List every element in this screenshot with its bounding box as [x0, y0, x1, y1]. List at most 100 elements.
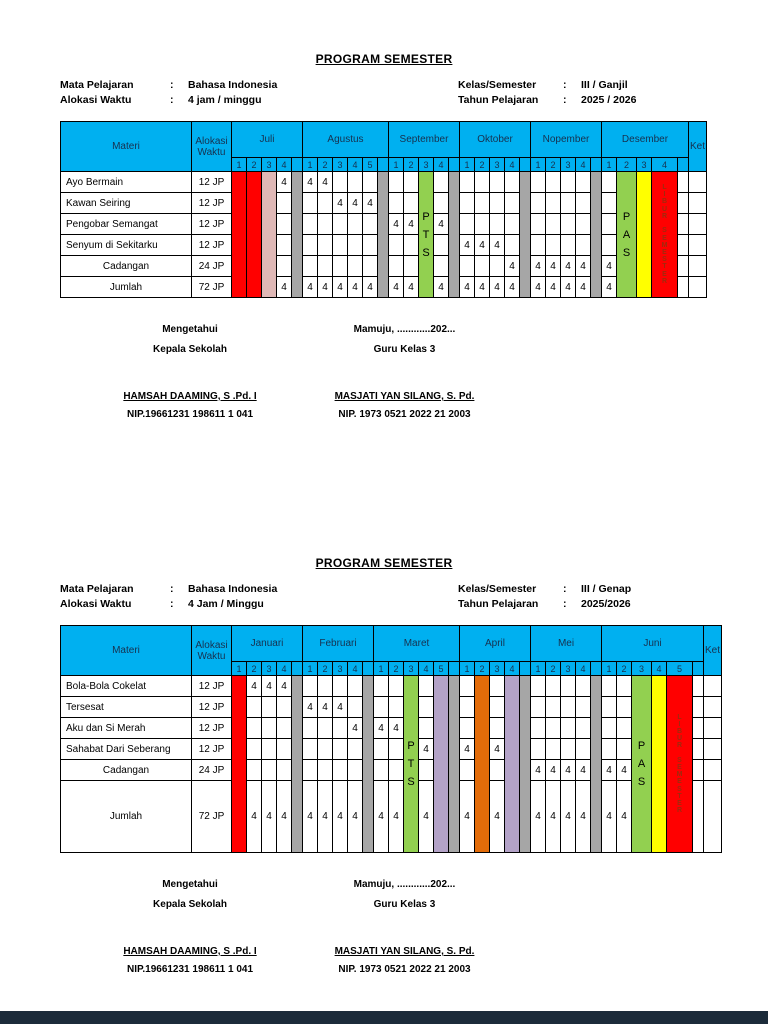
- week-value-cell: [560, 171, 576, 193]
- materi-cell: Cadangan: [60, 759, 192, 781]
- week-value-cell: 4: [302, 276, 318, 298]
- alokasi-column-header: Alokasi Waktu: [191, 121, 232, 172]
- ket-cell: [703, 675, 722, 697]
- week-number-header: 1: [231, 157, 247, 172]
- week-number-header: 2: [616, 157, 637, 172]
- week-value-cell: 4: [575, 759, 591, 781]
- materi-cell: Bola-Bola Cokelat: [60, 675, 192, 697]
- week-value-cell: [373, 696, 389, 718]
- week-value-cell: [317, 675, 333, 697]
- table-row: Tersesat 12 JP 4 4 4: [60, 696, 722, 718]
- week-value-cell: 4: [459, 234, 475, 256]
- week-value-cell: [489, 675, 505, 697]
- week-value-cell: 4: [489, 738, 505, 760]
- strip-september-3: P T S: [418, 171, 434, 298]
- ket-cell: [688, 171, 707, 193]
- month-header-april: April: [459, 625, 531, 662]
- week-value-cell: [433, 171, 449, 193]
- week-number-header: 3: [332, 661, 348, 676]
- colon: :: [170, 94, 174, 106]
- week-value-cell: 4: [276, 675, 292, 697]
- week-value-cell: [459, 696, 475, 718]
- alokasi-waktu-value: 4 jam / minggu: [188, 94, 262, 106]
- week-value-cell: 4: [530, 759, 546, 781]
- week-value-cell: 4: [530, 780, 546, 853]
- ket-column-header: Ket: [688, 121, 707, 172]
- signature-block: Mengetahui Kepala Sekolah HAMSAH DAAMING…: [85, 875, 768, 977]
- strip-april-4: [504, 675, 520, 853]
- week-number-header: 4: [347, 157, 363, 172]
- week-value-cell: 4: [459, 780, 475, 853]
- week-value-cell: 4: [489, 780, 505, 853]
- week-value-cell: [347, 738, 363, 760]
- week-value-cell: [261, 696, 277, 718]
- strip-juli-sep: [291, 171, 303, 298]
- month-separator-header: [362, 661, 374, 676]
- week-number-header: 2: [317, 157, 333, 172]
- week-value-cell: [317, 234, 333, 256]
- strip-januari-1: [231, 675, 247, 853]
- week-number-header: 3: [403, 661, 419, 676]
- mengetahui-label: Mengetahui: [162, 324, 218, 335]
- strip-maret-3: P T S: [403, 675, 419, 853]
- week-value-cell: [616, 675, 632, 697]
- week-value-cell: [545, 213, 561, 235]
- week-value-cell: [302, 717, 318, 739]
- strip-juli-1: [231, 171, 247, 298]
- week-value-cell: [459, 213, 475, 235]
- week-value-cell: [246, 696, 262, 718]
- month-separator-header: [448, 157, 460, 172]
- week-value-cell: 4: [317, 171, 333, 193]
- month-header-oktober: Oktober: [459, 121, 531, 158]
- table-row: Cadangan 24 JP 4 4 4 4 4 4: [60, 759, 722, 781]
- separator-cell: [677, 171, 689, 193]
- signature-right: Mamuju, ............202... Guru Kelas 3 …: [317, 320, 492, 422]
- ket-cell: [688, 276, 707, 298]
- week-value-cell: [418, 717, 434, 739]
- week-value-cell: [459, 192, 475, 214]
- colon: :: [563, 598, 567, 610]
- table-row: Cadangan 24 JP 4 4 4 4 4 4: [60, 255, 707, 277]
- week-value-cell: [418, 696, 434, 718]
- week-value-cell: [560, 675, 576, 697]
- mata-pelajaran-label: Mata Pelajaran: [60, 79, 134, 91]
- signature-left: Mengetahui Kepala Sekolah HAMSAH DAAMING…: [85, 320, 295, 422]
- week-value-cell: [403, 192, 419, 214]
- week-number-header: 2: [545, 661, 561, 676]
- week-value-cell: [373, 759, 389, 781]
- week-value-cell: [433, 192, 449, 214]
- week-value-cell: 4: [388, 276, 404, 298]
- materi-cell: Ayo Bermain: [60, 171, 192, 193]
- week-number-header: 3: [636, 157, 652, 172]
- info-row: Alokasi Waktu : 4 jam / minggu Tahun Pel…: [60, 93, 768, 108]
- week-number-header: 4: [575, 157, 591, 172]
- info-row: Mata Pelajaran : Bahasa Indonesia Kelas/…: [60, 78, 768, 93]
- month-separator-header: [692, 661, 704, 676]
- week-value-cell: 4: [332, 276, 348, 298]
- week-value-cell: [575, 192, 591, 214]
- week-value-cell: [575, 738, 591, 760]
- separator-cell: [692, 696, 704, 718]
- guru-kelas-nip: NIP. 1973 0521 2022 21 2003: [338, 409, 471, 420]
- week-value-cell: [504, 171, 520, 193]
- week-value-cell: 4: [246, 780, 262, 853]
- info-block: Mata Pelajaran : Bahasa Indonesia Kelas/…: [60, 78, 768, 108]
- week-value-cell: [601, 234, 617, 256]
- page-title: PROGRAM SEMESTER: [315, 556, 453, 570]
- week-number-header: 4: [418, 661, 434, 676]
- week-value-cell: 4: [347, 780, 363, 853]
- kepala-sekolah-nip: NIP.19661231 198611 1 041: [126, 409, 254, 420]
- week-value-cell: [362, 213, 378, 235]
- week-value-cell: 4: [489, 234, 505, 256]
- kelas-semester-value: III / Genap: [581, 583, 632, 595]
- week-number-header: 1: [530, 157, 546, 172]
- month-header-agustus: Agustus: [302, 121, 389, 158]
- materi-cell: Aku dan Si Merah: [60, 717, 192, 739]
- week-value-cell: 4: [601, 780, 617, 853]
- week-value-cell: [575, 696, 591, 718]
- strip-desember-3: [636, 171, 652, 298]
- week-value-cell: [433, 234, 449, 256]
- week-number-header: 4: [504, 157, 520, 172]
- program-semester-table-genap: Materi Alokasi Waktu Januari Februari Maret A…: [60, 625, 722, 853]
- strip-label-pas: P A S: [637, 740, 646, 788]
